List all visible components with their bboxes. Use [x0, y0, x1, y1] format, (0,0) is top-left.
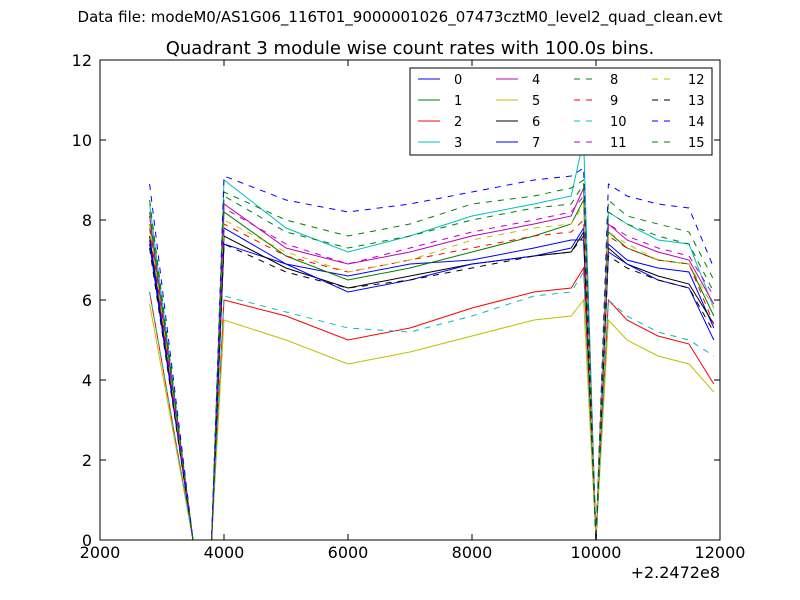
- y-tick-label: 12: [72, 51, 92, 70]
- legend-label-3: 3: [454, 136, 462, 151]
- legend-label-4: 4: [532, 73, 540, 88]
- legend-label-0: 0: [454, 73, 462, 88]
- legend-label-15: 15: [688, 136, 705, 151]
- y-tick-label: 8: [82, 211, 92, 230]
- x-tick-label: 6000: [328, 543, 369, 562]
- series-line-9: [149, 218, 715, 540]
- legend-label-7: 7: [532, 136, 540, 151]
- y-tick-label: 2: [82, 451, 92, 470]
- legend-label-11: 11: [610, 136, 627, 151]
- series-line-11: [149, 194, 715, 540]
- x-tick-label: 8000: [452, 543, 493, 562]
- series-line-5: [149, 298, 715, 540]
- y-tick-label: 0: [82, 531, 92, 550]
- series-line-12: [149, 202, 715, 540]
- x-tick-label: 2000: [80, 543, 121, 562]
- legend-label-10: 10: [610, 115, 627, 130]
- chart-title: Quadrant 3 module wise count rates with …: [166, 38, 655, 59]
- series-line-0: [149, 239, 715, 540]
- series-line-13: [149, 234, 715, 540]
- figure-suptitle: Data file: modeM0/AS1G06_116T01_90000010…: [77, 8, 723, 26]
- series-line-2: [149, 266, 715, 540]
- series-line-3: [149, 139, 715, 540]
- series-layer: [149, 139, 715, 540]
- legend-label-5: 5: [532, 94, 540, 109]
- legend-label-14: 14: [688, 115, 705, 130]
- y-tick-label: 6: [82, 291, 92, 310]
- legend-label-6: 6: [532, 115, 540, 130]
- series-line-14: [149, 167, 715, 540]
- legend-frame: [409, 67, 713, 156]
- series-line-15: [149, 182, 715, 540]
- y-tick-label: 10: [72, 131, 92, 150]
- legend-label-2: 2: [454, 115, 462, 130]
- x-tick-label: 10000: [571, 543, 622, 562]
- y-tick-label: 4: [82, 371, 92, 390]
- legend-label-12: 12: [688, 73, 705, 88]
- series-line-6: [149, 230, 715, 540]
- legend-label-9: 9: [610, 94, 618, 109]
- x-tick-label: 4000: [204, 543, 245, 562]
- legend-label-1: 1: [454, 94, 462, 109]
- x-tick-label: 12000: [695, 543, 746, 562]
- legend-label-8: 8: [610, 73, 618, 88]
- series-line-10: [149, 270, 715, 540]
- series-line-1: [149, 198, 715, 540]
- legend-label-13: 13: [688, 94, 705, 109]
- series-line-7: [149, 226, 715, 540]
- x-offset-label: +2.2472e8: [631, 563, 720, 582]
